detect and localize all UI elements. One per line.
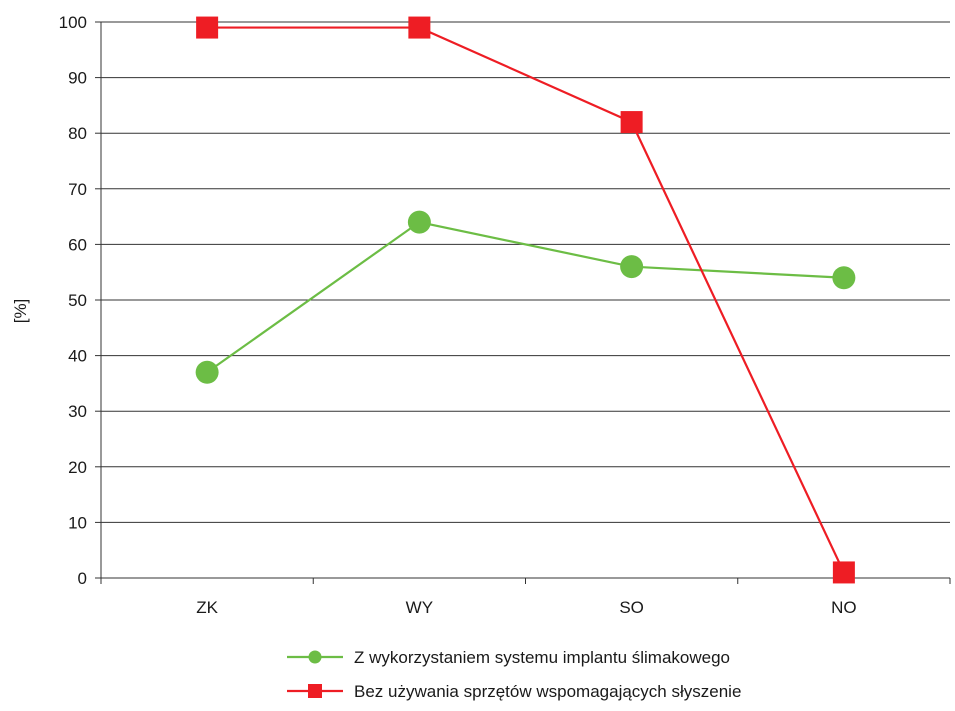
series-layer bbox=[195, 16, 856, 584]
legend: Z wykorzystaniem systemu implantu ślimak… bbox=[287, 648, 741, 701]
legend-label: Bez używania sprzętów wspomagających sły… bbox=[354, 682, 741, 701]
x-tick-label: WY bbox=[406, 598, 433, 617]
legend-item-1: Z wykorzystaniem systemu implantu ślimak… bbox=[287, 648, 730, 667]
y-tick-label: 40 bbox=[68, 347, 87, 366]
y-tick-label: 70 bbox=[68, 180, 87, 199]
grid-layer bbox=[101, 21, 950, 523]
legend-marker-square bbox=[308, 684, 322, 698]
legend-item-2: Bez używania sprzętów wspomagających sły… bbox=[287, 682, 741, 701]
series-2-marker bbox=[408, 16, 431, 39]
x-tick-label: SO bbox=[619, 598, 644, 617]
x-tick-label: ZK bbox=[196, 598, 218, 617]
series-1-marker bbox=[620, 255, 644, 279]
y-tick-label: 0 bbox=[78, 569, 87, 588]
y-tick-label: 50 bbox=[68, 291, 87, 310]
y-tick-label: 10 bbox=[68, 513, 87, 532]
y-tick-label: 30 bbox=[68, 402, 87, 421]
series-2-marker bbox=[620, 111, 643, 134]
axis-layer: 0 10 20 30 40 50 60 70 80 90 100 ZK WY SO NO bbox=[59, 13, 951, 617]
series-2-marker bbox=[196, 16, 219, 39]
y-tick-label: 60 bbox=[68, 235, 87, 254]
legend-label: Z wykorzystaniem systemu implantu ślimak… bbox=[354, 648, 730, 667]
series-line-1 bbox=[206, 220, 844, 374]
series-2-marker bbox=[832, 561, 855, 584]
y-tick-label: 90 bbox=[68, 69, 87, 88]
y-tick-label: 100 bbox=[59, 13, 87, 32]
y-axis-title: [%] bbox=[11, 299, 30, 324]
series-1-marker bbox=[195, 360, 219, 384]
x-tick-label: NO bbox=[831, 598, 857, 617]
y-tick-label: 80 bbox=[68, 124, 87, 143]
y-tick-label: 20 bbox=[68, 458, 87, 477]
legend-marker-circle bbox=[308, 650, 322, 664]
series-line-2 bbox=[207, 26, 845, 573]
series-1-marker bbox=[407, 210, 431, 234]
series-1-marker bbox=[832, 266, 856, 290]
